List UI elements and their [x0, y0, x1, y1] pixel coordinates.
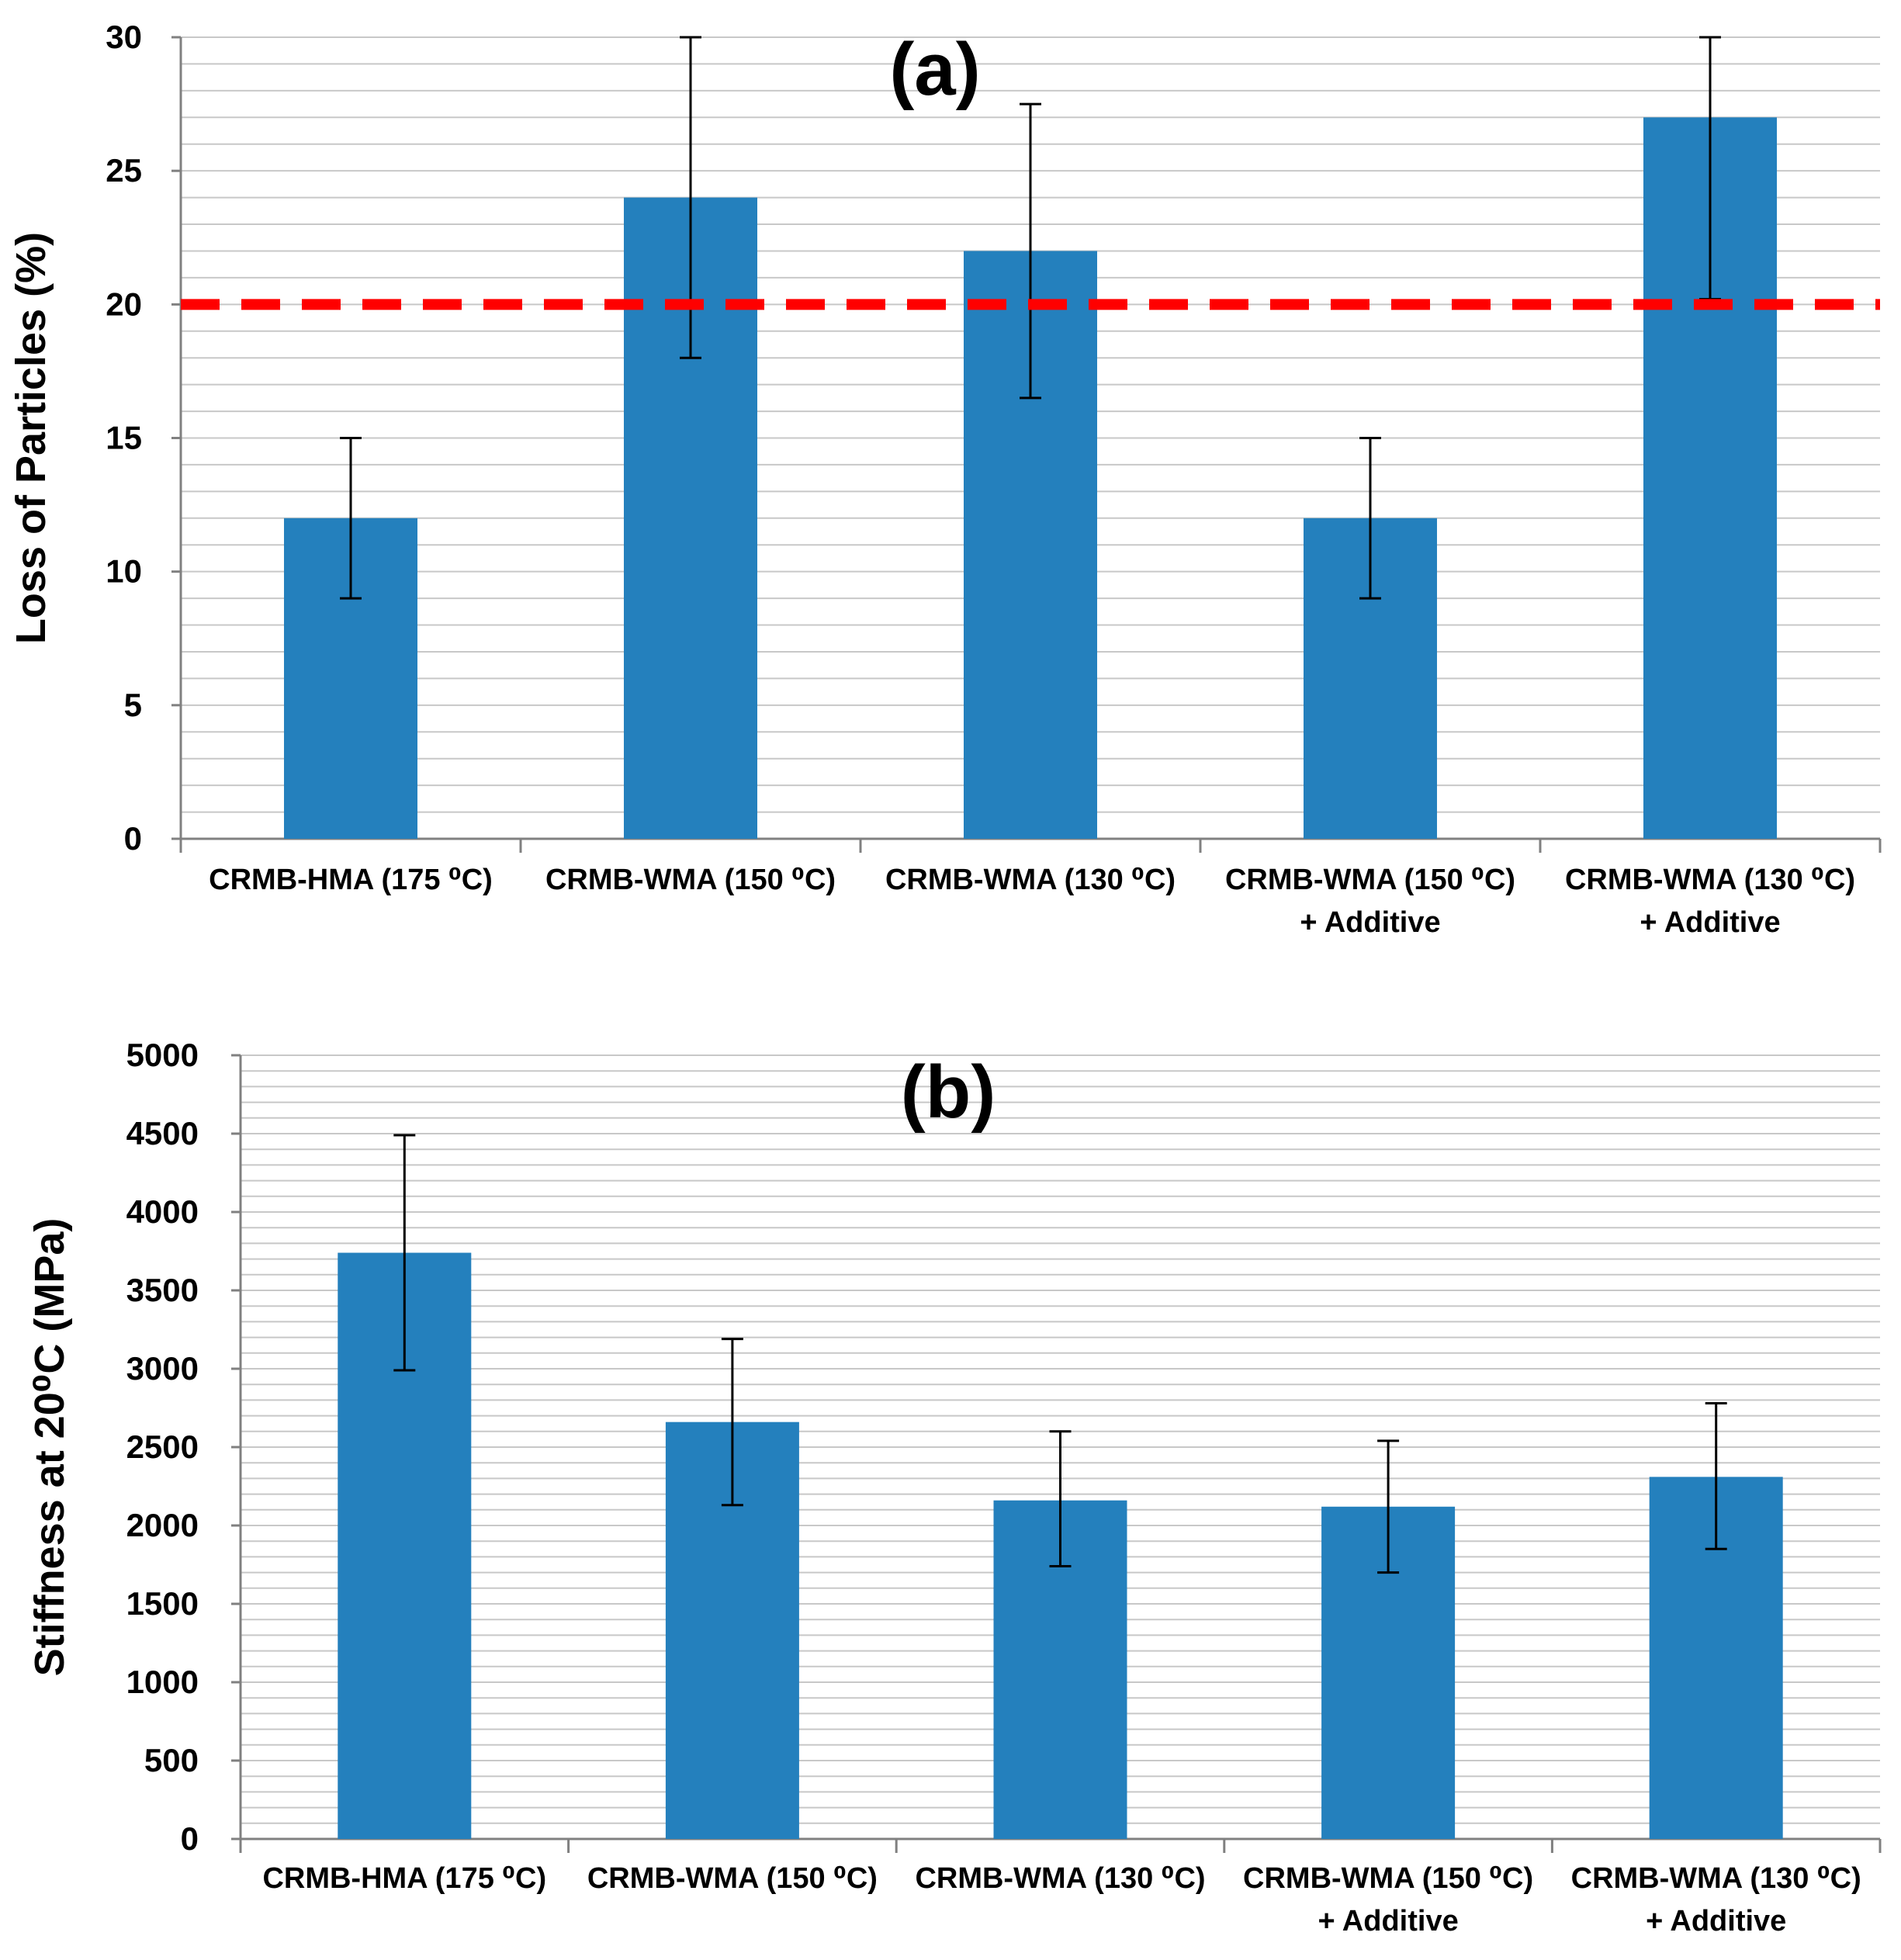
error-bar: [340, 437, 362, 600]
y-tick-label: 15: [106, 420, 142, 456]
y-tick-label: 1000: [126, 1664, 199, 1700]
y-tick-label: 2500: [126, 1428, 199, 1465]
y-tick-label: 5000: [126, 1037, 199, 1073]
x-category-label: + Additive: [1640, 906, 1780, 939]
y-tick-label: 4000: [126, 1193, 199, 1230]
chart-panel-a: 0 5 10 15 20 25 30 CRMB-HMA (175 ⁰C) CRMB-WMA (1…: [8, 19, 1882, 939]
error-bar: [1377, 1439, 1400, 1574]
x-category-label: + Additive: [1646, 1905, 1786, 1937]
panel-label: (a): [889, 28, 980, 111]
y-tick-label: 5: [124, 687, 142, 723]
x-category-label: CRMB-WMA (150 ⁰C): [587, 1862, 878, 1895]
x-category-label: CRMB-WMA (130 ⁰C): [885, 864, 1176, 896]
y-tick-label: 4500: [126, 1115, 199, 1151]
y-tick-label: 3000: [126, 1350, 199, 1387]
error-bar: [393, 1134, 416, 1372]
error-bar: [1020, 102, 1041, 400]
panel-label: (b): [901, 1051, 996, 1134]
y-tick-label: 20: [106, 286, 142, 322]
x-category-label: CRMB-WMA (130 ⁰C): [915, 1862, 1205, 1895]
y-tick-label: 3500: [126, 1272, 199, 1308]
y-tick-label: 500: [144, 1742, 199, 1778]
y-tick-label: 0: [181, 1820, 199, 1857]
y-tick-label: 1500: [126, 1585, 199, 1622]
x-category-label: CRMB-HMA (175 ⁰C): [262, 1862, 546, 1895]
y-tick-label: 2000: [126, 1507, 199, 1543]
y-axis-title: Loss of Particles (%): [8, 232, 54, 644]
error-bar: [1049, 1430, 1072, 1568]
y-tick-label: 30: [106, 19, 142, 55]
error-bar: [1359, 437, 1381, 600]
y-tick-label: 10: [106, 553, 142, 590]
x-category-label: CRMB-HMA (175 ⁰C): [209, 864, 493, 896]
y-tick-label: 25: [106, 152, 142, 189]
x-category-label: + Additive: [1318, 1905, 1458, 1937]
chart-panel-b: 0 500 1000 1500 2000 2500 3000 3500 4000 4500 5000…: [26, 1037, 1882, 1937]
error-bar: [1705, 1401, 1727, 1550]
x-category-label: CRMB-WMA (130 ⁰C): [1571, 1862, 1861, 1895]
error-bar: [721, 1338, 743, 1507]
x-category-label: CRMB-WMA (150 ⁰C): [1243, 1862, 1533, 1895]
y-axis-title: Stiffness at 20⁰C (MPa): [26, 1218, 73, 1677]
x-category-label: CRMB-WMA (150 ⁰C): [545, 864, 836, 896]
x-category-label: CRMB-WMA (150 ⁰C): [1225, 864, 1515, 896]
x-category-label: + Additive: [1300, 906, 1440, 939]
x-category-label: CRMB-WMA (130 ⁰C): [1565, 864, 1855, 896]
y-tick-label: 0: [124, 820, 142, 857]
